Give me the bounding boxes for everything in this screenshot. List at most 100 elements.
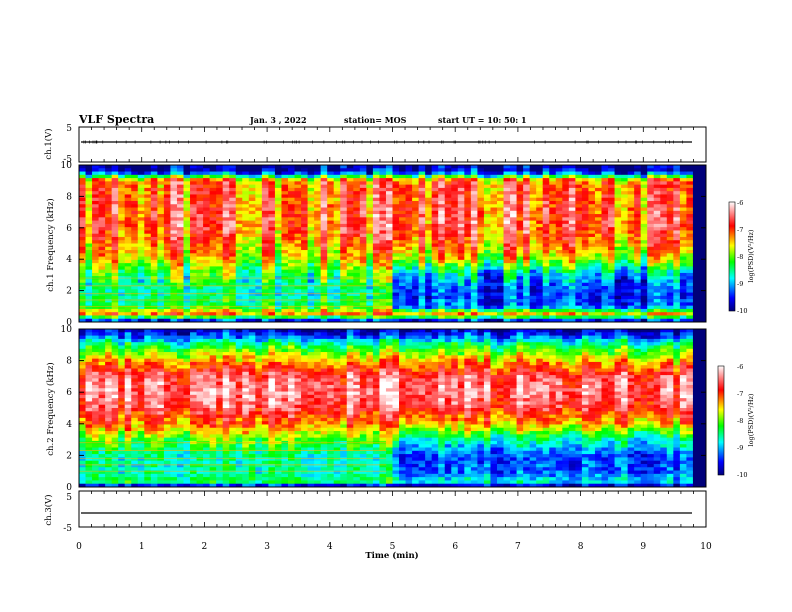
spectrogram-cell bbox=[464, 207, 472, 212]
spectrogram-cell bbox=[301, 178, 308, 182]
spectrogram-cell bbox=[163, 263, 171, 267]
spectrogram-cell bbox=[353, 263, 361, 267]
spectrogram-cell bbox=[497, 240, 504, 244]
spectrogram-cell bbox=[333, 250, 341, 254]
spectrogram-cell bbox=[425, 165, 433, 169]
spectrogram-cell bbox=[274, 305, 282, 310]
spectrogram-cell bbox=[490, 217, 498, 221]
spectrogram-cell bbox=[346, 227, 354, 231]
spectrogram-cell bbox=[274, 292, 282, 297]
spectrogram-cell bbox=[288, 282, 295, 287]
spectrogram-cell bbox=[536, 269, 544, 274]
spectrogram-cell bbox=[614, 233, 622, 238]
spectrogram-cell bbox=[699, 227, 707, 231]
spectrogram-cell bbox=[405, 243, 413, 248]
spectrogram-cell bbox=[575, 207, 583, 212]
spectrogram-cell bbox=[385, 259, 393, 264]
spectrogram-cell bbox=[85, 233, 93, 238]
spectrogram-cell bbox=[483, 184, 491, 189]
spectrogram-cell bbox=[425, 187, 433, 192]
spectrogram-cell bbox=[438, 223, 446, 228]
spectrogram-cell bbox=[248, 178, 256, 182]
ch1-ytick-top: 5 bbox=[66, 124, 72, 134]
spectrogram-cell bbox=[497, 233, 504, 238]
spectrogram-cell bbox=[601, 299, 609, 303]
spectrogram-cell bbox=[92, 391, 99, 396]
spectrogram-cell bbox=[144, 308, 152, 313]
spectrogram-cell bbox=[581, 305, 589, 310]
spectrogram-cell bbox=[477, 181, 485, 186]
spectrogram-cell bbox=[503, 204, 511, 208]
spectrogram-cell bbox=[366, 194, 374, 199]
spectrogram-cell bbox=[477, 250, 485, 254]
spectrogram-cell bbox=[608, 289, 615, 293]
spectrogram-cell bbox=[451, 171, 459, 176]
spectrogram-cell bbox=[79, 414, 86, 419]
spectrogram-cell bbox=[131, 305, 139, 310]
spectrogram-cell bbox=[183, 243, 191, 248]
spectrogram-cell bbox=[281, 223, 289, 228]
spectrogram-cell bbox=[92, 263, 99, 267]
spectrogram-cell bbox=[366, 308, 374, 313]
spectrogram-cell bbox=[92, 171, 99, 176]
spectrogram-cell bbox=[516, 210, 524, 215]
spectrogram-cell bbox=[274, 253, 282, 257]
spectrogram-cell bbox=[353, 312, 361, 316]
spectrogram-cell bbox=[470, 279, 478, 284]
spectrogram-cell bbox=[372, 210, 380, 215]
spectrogram-cell bbox=[79, 214, 86, 218]
spectrogram-cell bbox=[431, 308, 439, 313]
spectrogram-cell bbox=[666, 308, 674, 313]
spectrogram-cell bbox=[568, 230, 576, 235]
spectrogram-cell bbox=[542, 240, 550, 244]
spectrogram-cell bbox=[634, 236, 642, 241]
spectrogram-cell bbox=[359, 282, 367, 287]
spectrogram-cell bbox=[575, 286, 583, 290]
spectrogram-cell bbox=[196, 253, 204, 257]
spectrogram-cell bbox=[320, 207, 328, 212]
spectrogram-cell bbox=[353, 292, 361, 297]
spectrogram-cell bbox=[627, 236, 635, 241]
spectrogram-cell bbox=[621, 308, 629, 313]
spectrogram-cell bbox=[333, 308, 341, 313]
spectrogram-cell bbox=[497, 250, 504, 254]
spectrogram-cell bbox=[242, 191, 250, 195]
spectrogram-cell bbox=[144, 315, 152, 320]
spectrogram-cell bbox=[294, 230, 302, 235]
spectrogram-cell bbox=[209, 194, 217, 199]
spectrogram-cell bbox=[425, 207, 433, 212]
spectrogram-cell bbox=[170, 295, 178, 300]
spectrogram-cell bbox=[294, 312, 302, 316]
spectrogram-cell bbox=[222, 233, 230, 238]
spectrogram-cell bbox=[209, 253, 217, 257]
spectrogram-cell bbox=[242, 308, 250, 313]
spectrogram-cell bbox=[92, 197, 99, 202]
spectrogram-cell bbox=[196, 197, 204, 202]
spectrogram-cell bbox=[105, 200, 113, 205]
spectrogram-cell bbox=[562, 256, 570, 261]
spectrogram-cell bbox=[183, 223, 191, 228]
spectrogram-cell bbox=[523, 174, 531, 179]
spectrogram-cell bbox=[418, 191, 426, 195]
spectrogram-cell bbox=[131, 227, 139, 231]
spectrogram-cell bbox=[137, 197, 145, 202]
spectrogram-cell bbox=[392, 282, 400, 287]
spectrogram-cell bbox=[581, 191, 589, 195]
spectrogram-cell bbox=[483, 214, 491, 218]
spectrogram-cell bbox=[601, 272, 609, 277]
spectrogram-cell bbox=[333, 171, 341, 176]
spectrogram-cell bbox=[157, 246, 165, 251]
spectrogram-cell bbox=[379, 256, 387, 261]
spectrogram-cell bbox=[412, 256, 420, 261]
spectrogram-cell bbox=[490, 250, 498, 254]
spectrogram-cell bbox=[529, 315, 537, 320]
spectrogram-cell bbox=[529, 299, 537, 303]
spectrogram-cell bbox=[294, 246, 302, 251]
spectrogram-cell bbox=[568, 302, 576, 307]
spectrogram-cell bbox=[268, 266, 276, 271]
spectrogram-cell bbox=[477, 200, 485, 205]
spectrogram-cell bbox=[268, 286, 276, 290]
spectrogram-cell bbox=[333, 305, 341, 310]
spectrogram-cell bbox=[229, 269, 237, 274]
spectrogram-cell bbox=[686, 187, 694, 192]
